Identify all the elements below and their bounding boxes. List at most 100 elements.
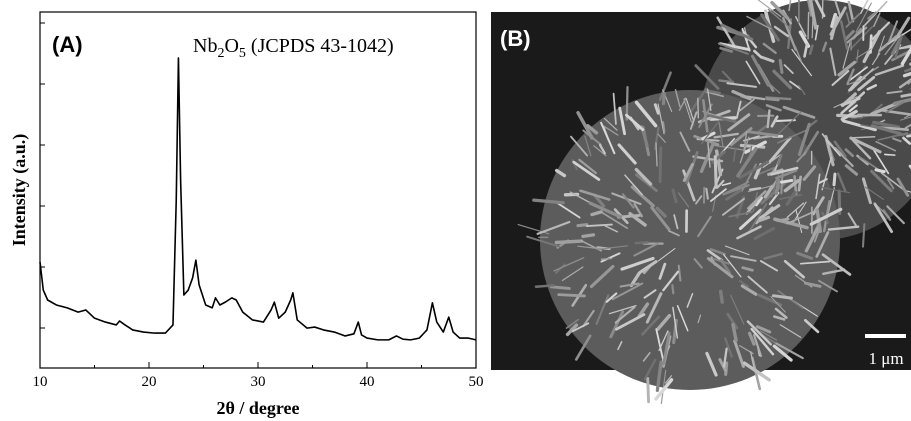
sem-flake: [767, 136, 792, 164]
sem-flake: [896, 177, 910, 197]
sem-flake: [763, 252, 783, 260]
annotation-part: (JCPDS 43-1042): [246, 35, 394, 57]
sem-flake: [738, 280, 750, 288]
sem-flake: [712, 257, 730, 265]
sem-flake: [783, 178, 800, 193]
sem-flake: [786, 210, 816, 225]
sem-flake: [588, 201, 623, 219]
sem-flake: [757, 125, 767, 134]
sem-flake: [593, 145, 607, 157]
sem-flake: [621, 193, 635, 209]
sem-texture: [517, 0, 911, 405]
sem-flake: [778, 111, 802, 135]
sem-flake: [724, 361, 729, 376]
sem-flake: [774, 307, 788, 319]
sem-flake: [757, 167, 775, 176]
sem-flake: [570, 135, 589, 157]
sem-flake: [782, 105, 816, 119]
sem-flake: [898, 45, 911, 50]
sem-flake: [759, 330, 778, 341]
annotation: Nb2O5 (JCPDS 43-1042): [193, 35, 394, 61]
sem-flake: [657, 133, 666, 143]
x-tick-label: 30: [251, 374, 266, 390]
sem-flake: [605, 292, 618, 303]
sem-flake: [526, 235, 561, 248]
sem-flake: [886, 205, 905, 225]
sem-flake: [796, 251, 814, 260]
sem-flake: [772, 344, 793, 362]
sem-flake: [850, 135, 876, 139]
sem-flake: [657, 103, 665, 135]
sem-flake: [657, 247, 676, 262]
sem-flake: [697, 215, 712, 238]
sem-flake: [872, 120, 901, 129]
sem-flake: [642, 352, 651, 362]
sem-flake: [830, 12, 838, 28]
sem-flake: [874, 168, 886, 174]
sem-flake: [677, 264, 682, 282]
sem-flake: [753, 226, 776, 240]
sem-flake: [755, 204, 781, 222]
sem-flake: [891, 133, 911, 138]
sem-flake: [739, 136, 750, 164]
sem-flake: [745, 95, 766, 101]
sem-flake: [532, 198, 565, 205]
sem-flake: [617, 213, 643, 219]
sem-flake: [802, 130, 820, 156]
sem-flake: [678, 98, 687, 111]
sem-flake: [898, 78, 911, 89]
sem-flake: [770, 1, 790, 20]
sem-flake: [777, 129, 808, 144]
sem-flake: [729, 127, 753, 147]
sem-flake: [753, 334, 763, 358]
sem-flake: [766, 109, 771, 129]
sem-flake: [829, 47, 837, 77]
sem-flake: [719, 46, 733, 53]
sem-flake: [867, 11, 877, 20]
sem-flake: [653, 103, 660, 115]
sem-flake: [672, 306, 679, 339]
sem-flake: [817, 279, 838, 293]
sem-flake: [858, 156, 882, 172]
sem-flake: [808, 44, 814, 55]
sem-flake: [735, 100, 742, 119]
sem-flake: [789, 80, 802, 90]
sem-flake: [617, 341, 623, 351]
sem-flake: [709, 248, 726, 256]
sem-flake: [839, 20, 849, 51]
sem-flake: [779, 324, 802, 338]
sem-flake: [891, 48, 911, 62]
sem-flake: [856, 49, 859, 63]
sem-flake: [845, 12, 851, 25]
y-axis-label: Intensity (a.u.): [9, 134, 30, 247]
sem-flake: [857, 75, 876, 92]
sem-flake: [894, 16, 911, 41]
sem-flake: [803, 281, 822, 288]
sem-flake: [598, 143, 606, 155]
sem-flake: [724, 337, 733, 358]
sem-flake: [600, 257, 613, 260]
sem-flake: [689, 111, 698, 130]
sem-flake: [840, 91, 866, 115]
sem-flake: [717, 42, 750, 55]
sem-flake: [554, 239, 584, 245]
sem-flake: [727, 113, 751, 132]
sem-flake: [716, 179, 725, 189]
sem-flake: [757, 215, 771, 223]
sem-flake: [770, 296, 786, 313]
sem-flake: [671, 188, 678, 204]
sem-flake: [668, 229, 680, 237]
sem-flake: [716, 16, 736, 48]
sem-flake: [747, 275, 768, 294]
sem-flake: [694, 64, 720, 90]
sem-flake: [855, 2, 872, 33]
sem-flake: [650, 206, 671, 231]
sem-flake: [791, 48, 813, 77]
sem-flake: [831, 70, 850, 86]
sem-flake: [682, 162, 694, 182]
sem-flake: [832, 172, 837, 187]
sem-flake: [777, 154, 783, 166]
sem-flake: [775, 342, 804, 360]
sem-flake: [772, 69, 793, 90]
